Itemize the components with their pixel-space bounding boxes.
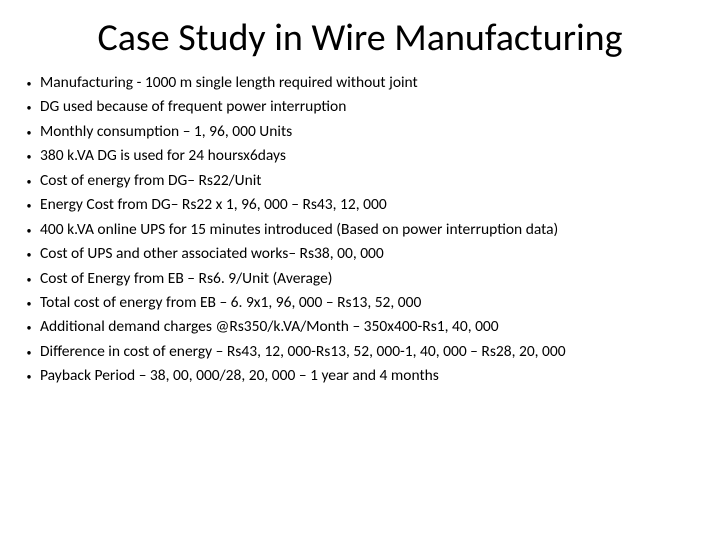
slide: Case Study in Wire Manufacturing • Manuf… xyxy=(0,0,720,540)
bullet-text: Additional demand charges @Rs350/k.VA/Mo… xyxy=(40,316,702,338)
slide-title: Case Study in Wire Manufacturing xyxy=(0,0,720,66)
bullet-icon: • xyxy=(18,194,40,214)
list-item: • Monthly consumption – 1, 96, 000 Units xyxy=(18,121,702,143)
bullet-icon: • xyxy=(18,268,40,288)
list-item: • Difference in cost of energy – Rs43, 1… xyxy=(18,341,702,363)
bullet-icon: • xyxy=(18,72,40,92)
bullet-icon: • xyxy=(18,145,40,165)
bullet-text: Cost of UPS and other associated works– … xyxy=(40,243,702,265)
bullet-icon: • xyxy=(18,121,40,141)
bullet-icon: • xyxy=(18,219,40,239)
list-item: • Cost of Energy from EB – Rs6. 9/Unit (… xyxy=(18,268,702,290)
bullet-icon: • xyxy=(18,292,40,312)
bullet-icon: • xyxy=(18,341,40,361)
bullet-text: Cost of energy from DG– Rs22/Unit xyxy=(40,170,702,192)
bullet-icon: • xyxy=(18,170,40,190)
list-item: • Cost of UPS and other associated works… xyxy=(18,243,702,265)
list-item: • Total cost of energy from EB – 6. 9x1,… xyxy=(18,292,702,314)
bullet-icon: • xyxy=(18,96,40,116)
slide-content: • Manufacturing - 1000 m single length r… xyxy=(0,66,720,388)
bullet-text: Difference in cost of energy – Rs43, 12,… xyxy=(40,341,702,363)
list-item: • 380 k.VA DG is used for 24 hoursx6days xyxy=(18,145,702,167)
bullet-text: Manufacturing - 1000 m single length req… xyxy=(40,72,702,94)
bullet-icon: • xyxy=(18,365,40,385)
bullet-text: DG used because of frequent power interr… xyxy=(40,96,702,118)
bullet-icon: • xyxy=(18,243,40,263)
bullet-text: Energy Cost from DG– Rs22 x 1, 96, 000 –… xyxy=(40,194,702,216)
list-item: • Additional demand charges @Rs350/k.VA/… xyxy=(18,316,702,338)
list-item: • Payback Period – 38, 00, 000/28, 20, 0… xyxy=(18,365,702,387)
bullet-text: Payback Period – 38, 00, 000/28, 20, 000… xyxy=(40,365,702,387)
list-item: • DG used because of frequent power inte… xyxy=(18,96,702,118)
bullet-text: Monthly consumption – 1, 96, 000 Units xyxy=(40,121,702,143)
bullet-icon: • xyxy=(18,316,40,336)
bullet-text: 400 k.VA online UPS for 15 minutes intro… xyxy=(40,219,702,241)
list-item: • 400 k.VA online UPS for 15 minutes int… xyxy=(18,219,702,241)
list-item: • Energy Cost from DG– Rs22 x 1, 96, 000… xyxy=(18,194,702,216)
bullet-text: 380 k.VA DG is used for 24 hoursx6days xyxy=(40,145,702,167)
bullet-text: Total cost of energy from EB – 6. 9x1, 9… xyxy=(40,292,702,314)
bullet-list: • Manufacturing - 1000 m single length r… xyxy=(18,72,702,388)
bullet-text: Cost of Energy from EB – Rs6. 9/Unit (Av… xyxy=(40,268,702,290)
list-item: • Manufacturing - 1000 m single length r… xyxy=(18,72,702,94)
list-item: • Cost of energy from DG– Rs22/Unit xyxy=(18,170,702,192)
